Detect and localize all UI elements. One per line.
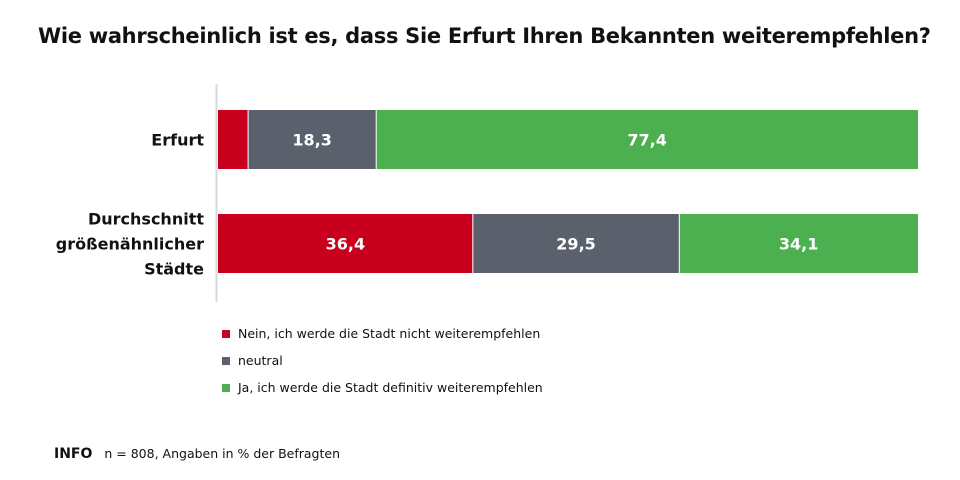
legend-label-ja: Ja, ich werde die Stadt definitiv weiter… xyxy=(238,380,543,395)
legend-label-neutral: neutral xyxy=(238,353,283,368)
chart-title: Wie wahrscheinlich ist es, dass Sie Erfu… xyxy=(38,24,931,48)
legend: Nein, ich werde die Stadt nicht weiterem… xyxy=(222,320,543,401)
bar-segment xyxy=(679,214,918,273)
bar-segment xyxy=(248,110,377,169)
legend-swatch-ja xyxy=(222,383,230,392)
bar-value-label: 36,4 xyxy=(326,235,365,254)
legend-item-nein: Nein, ich werde die Stadt nicht weiterem… xyxy=(222,320,543,347)
bar-value-label: 34,1 xyxy=(779,235,818,254)
legend-swatch-nein xyxy=(222,329,230,338)
bar-segment xyxy=(472,214,680,273)
info-text: n = 808, Angaben in % der Befragten xyxy=(104,446,340,461)
info-label: INFO xyxy=(54,446,93,462)
category-label: Erfurt xyxy=(151,131,204,150)
category-label: Durchschnitt größenähnlicher Städte xyxy=(56,210,205,279)
legend-item-ja: Ja, ich werde die Stadt definitiv weiter… xyxy=(222,374,543,401)
legend-item-neutral: neutral xyxy=(222,347,543,374)
bar-segment xyxy=(218,214,473,273)
legend-label-nein: Nein, ich werde die Stadt nicht weiterem… xyxy=(238,326,541,341)
bar-value-label: 77,4 xyxy=(627,131,666,150)
bar-segment xyxy=(376,110,918,169)
bar-value-label: 29,5 xyxy=(556,235,595,254)
bar-segment xyxy=(218,110,249,169)
legend-swatch-neutral xyxy=(222,356,230,365)
bar-value-label: 18,3 xyxy=(292,131,331,150)
info-footnote: INFO n = 808, Angaben in % der Befragten xyxy=(54,446,340,462)
